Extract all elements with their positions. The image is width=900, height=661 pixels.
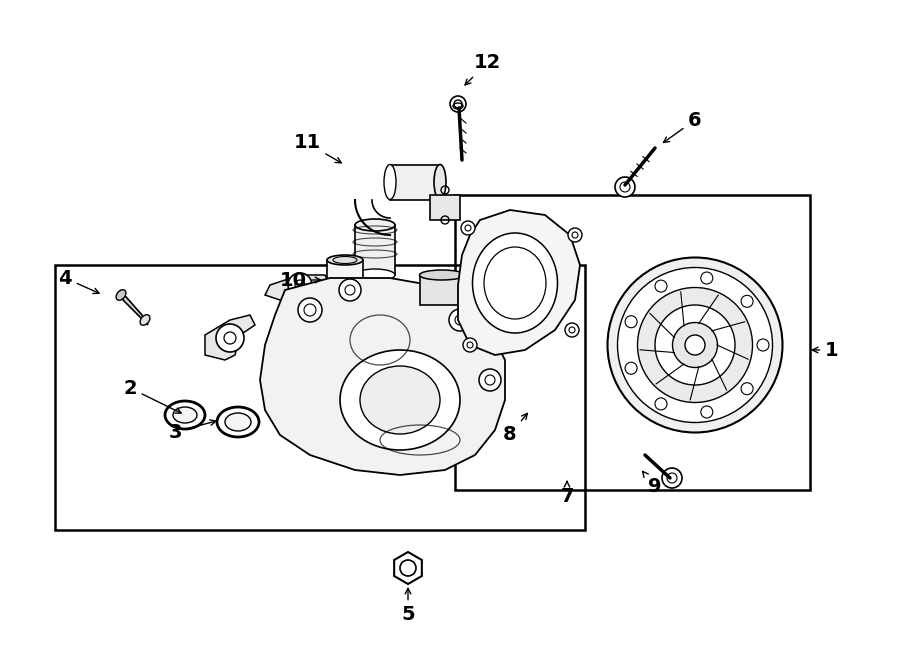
Bar <box>327 260 363 300</box>
Ellipse shape <box>419 270 464 280</box>
Ellipse shape <box>355 269 395 281</box>
Circle shape <box>626 362 637 374</box>
Circle shape <box>757 339 769 351</box>
Ellipse shape <box>327 255 363 265</box>
Polygon shape <box>394 552 422 584</box>
Polygon shape <box>120 290 148 325</box>
Text: 1: 1 <box>813 340 839 360</box>
Circle shape <box>701 272 713 284</box>
Circle shape <box>288 273 312 297</box>
Circle shape <box>298 298 322 322</box>
Text: 9: 9 <box>643 471 662 496</box>
Circle shape <box>461 221 475 235</box>
Ellipse shape <box>608 258 782 432</box>
Ellipse shape <box>116 290 126 300</box>
Circle shape <box>565 323 579 337</box>
Polygon shape <box>260 278 505 475</box>
Ellipse shape <box>217 407 259 437</box>
Bar <box>355 225 395 275</box>
Ellipse shape <box>434 165 446 200</box>
Polygon shape <box>458 210 580 355</box>
Text: 5: 5 <box>401 588 415 625</box>
Ellipse shape <box>355 219 395 231</box>
Ellipse shape <box>617 268 772 422</box>
Ellipse shape <box>637 288 752 403</box>
Circle shape <box>662 468 682 488</box>
Ellipse shape <box>173 407 197 423</box>
Bar <box>430 195 460 220</box>
Circle shape <box>449 309 471 331</box>
Text: 7: 7 <box>560 481 574 506</box>
Circle shape <box>216 324 244 352</box>
Text: 10: 10 <box>280 270 320 290</box>
Text: 11: 11 <box>293 134 341 163</box>
Ellipse shape <box>384 165 396 200</box>
Bar <box>390 165 440 200</box>
Circle shape <box>655 280 667 292</box>
Ellipse shape <box>672 323 717 368</box>
Bar <box>55 265 585 530</box>
Ellipse shape <box>140 315 150 325</box>
Text: 4: 4 <box>58 268 99 293</box>
Circle shape <box>741 383 753 395</box>
Circle shape <box>655 398 667 410</box>
Ellipse shape <box>165 401 205 429</box>
Circle shape <box>741 295 753 307</box>
Text: 2: 2 <box>123 379 181 413</box>
Circle shape <box>339 279 361 301</box>
Ellipse shape <box>685 335 705 355</box>
Polygon shape <box>205 315 255 360</box>
Ellipse shape <box>360 366 440 434</box>
Text: 6: 6 <box>663 110 702 143</box>
Text: 12: 12 <box>465 54 500 85</box>
Ellipse shape <box>472 233 557 333</box>
Circle shape <box>463 338 477 352</box>
Circle shape <box>615 177 635 197</box>
Circle shape <box>626 316 637 328</box>
Circle shape <box>450 96 466 112</box>
Ellipse shape <box>340 350 460 450</box>
Circle shape <box>701 406 713 418</box>
Circle shape <box>568 228 582 242</box>
Bar <box>455 195 810 490</box>
Text: 8: 8 <box>503 413 527 444</box>
Circle shape <box>479 369 501 391</box>
Polygon shape <box>265 275 330 300</box>
Ellipse shape <box>327 295 363 305</box>
Ellipse shape <box>655 305 735 385</box>
Text: 3: 3 <box>168 420 216 442</box>
Bar <box>420 275 465 305</box>
Ellipse shape <box>225 413 251 431</box>
